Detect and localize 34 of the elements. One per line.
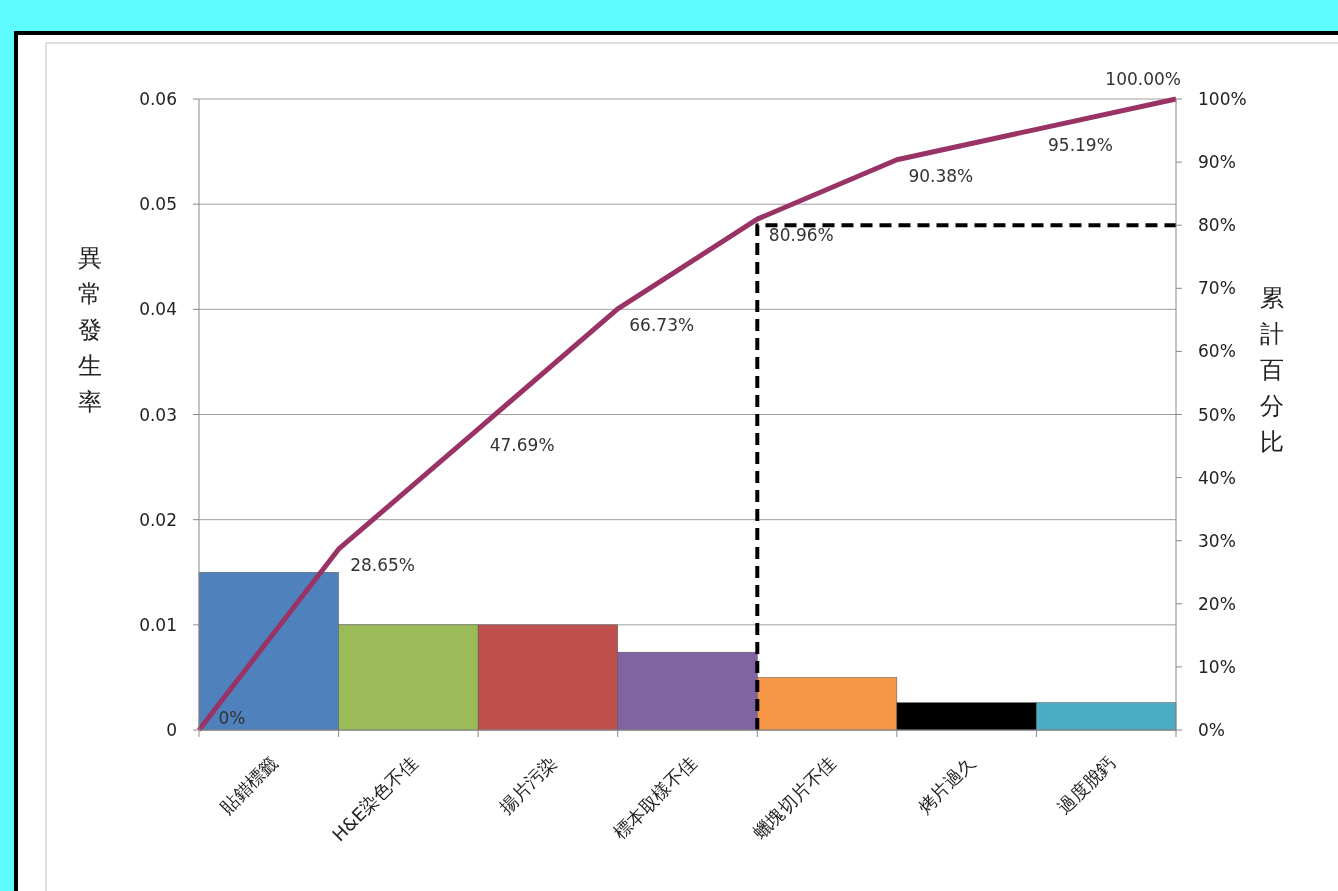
data-label: 0% xyxy=(218,708,246,728)
data-label: 100.00% xyxy=(1105,69,1181,89)
y2-axis-title: 累計百分比 xyxy=(1260,284,1284,456)
y2-tick-label: 20% xyxy=(1198,593,1236,614)
y2-tick-label: 100% xyxy=(1198,89,1247,109)
y2-tick-label: 70% xyxy=(1198,278,1236,299)
data-label: 90.38% xyxy=(908,165,974,186)
y2-tick-label: 50% xyxy=(1198,404,1236,425)
y2-tick-label: 0% xyxy=(1198,720,1225,740)
y2-tick-label: 60% xyxy=(1198,341,1236,362)
y2-tick-label: 30% xyxy=(1198,530,1236,551)
y2-tick-label: 40% xyxy=(1198,467,1236,488)
y2-tick-label: 10% xyxy=(1198,656,1236,677)
data-label: 95.19% xyxy=(1048,135,1113,156)
x-tick-label: 貼錯標籤 xyxy=(215,751,282,818)
y-tick-label: 0.02 xyxy=(139,509,177,530)
y-axis-title: 異常發生率 xyxy=(78,244,102,416)
data-label: 80.96% xyxy=(768,225,834,246)
data-label: 28.65% xyxy=(350,555,415,576)
y2-tick-label: 90% xyxy=(1198,152,1236,173)
x-tick-label: 標本取樣不佳 xyxy=(609,751,701,844)
y-tick-label: 0.04 xyxy=(139,299,177,320)
x-tick-label: 揚片污染 xyxy=(495,751,561,818)
y-tick-label: 0 xyxy=(166,720,177,740)
y2-tick-label: 80% xyxy=(1198,215,1236,236)
x-tick-label: 烤片過久 xyxy=(913,751,980,818)
data-label: 66.73% xyxy=(629,314,695,335)
x-tick-label: 過度脫鈣 xyxy=(1053,751,1120,818)
y-tick-label: 0.03 xyxy=(139,404,177,425)
data-label: 47.69% xyxy=(489,435,555,456)
x-tick-label: 蠟塊切片不佳 xyxy=(748,751,840,844)
y-tick-label: 0.06 xyxy=(139,89,177,109)
y-tick-label: 0.05 xyxy=(139,194,177,215)
y-tick-label: 0.01 xyxy=(139,614,177,635)
